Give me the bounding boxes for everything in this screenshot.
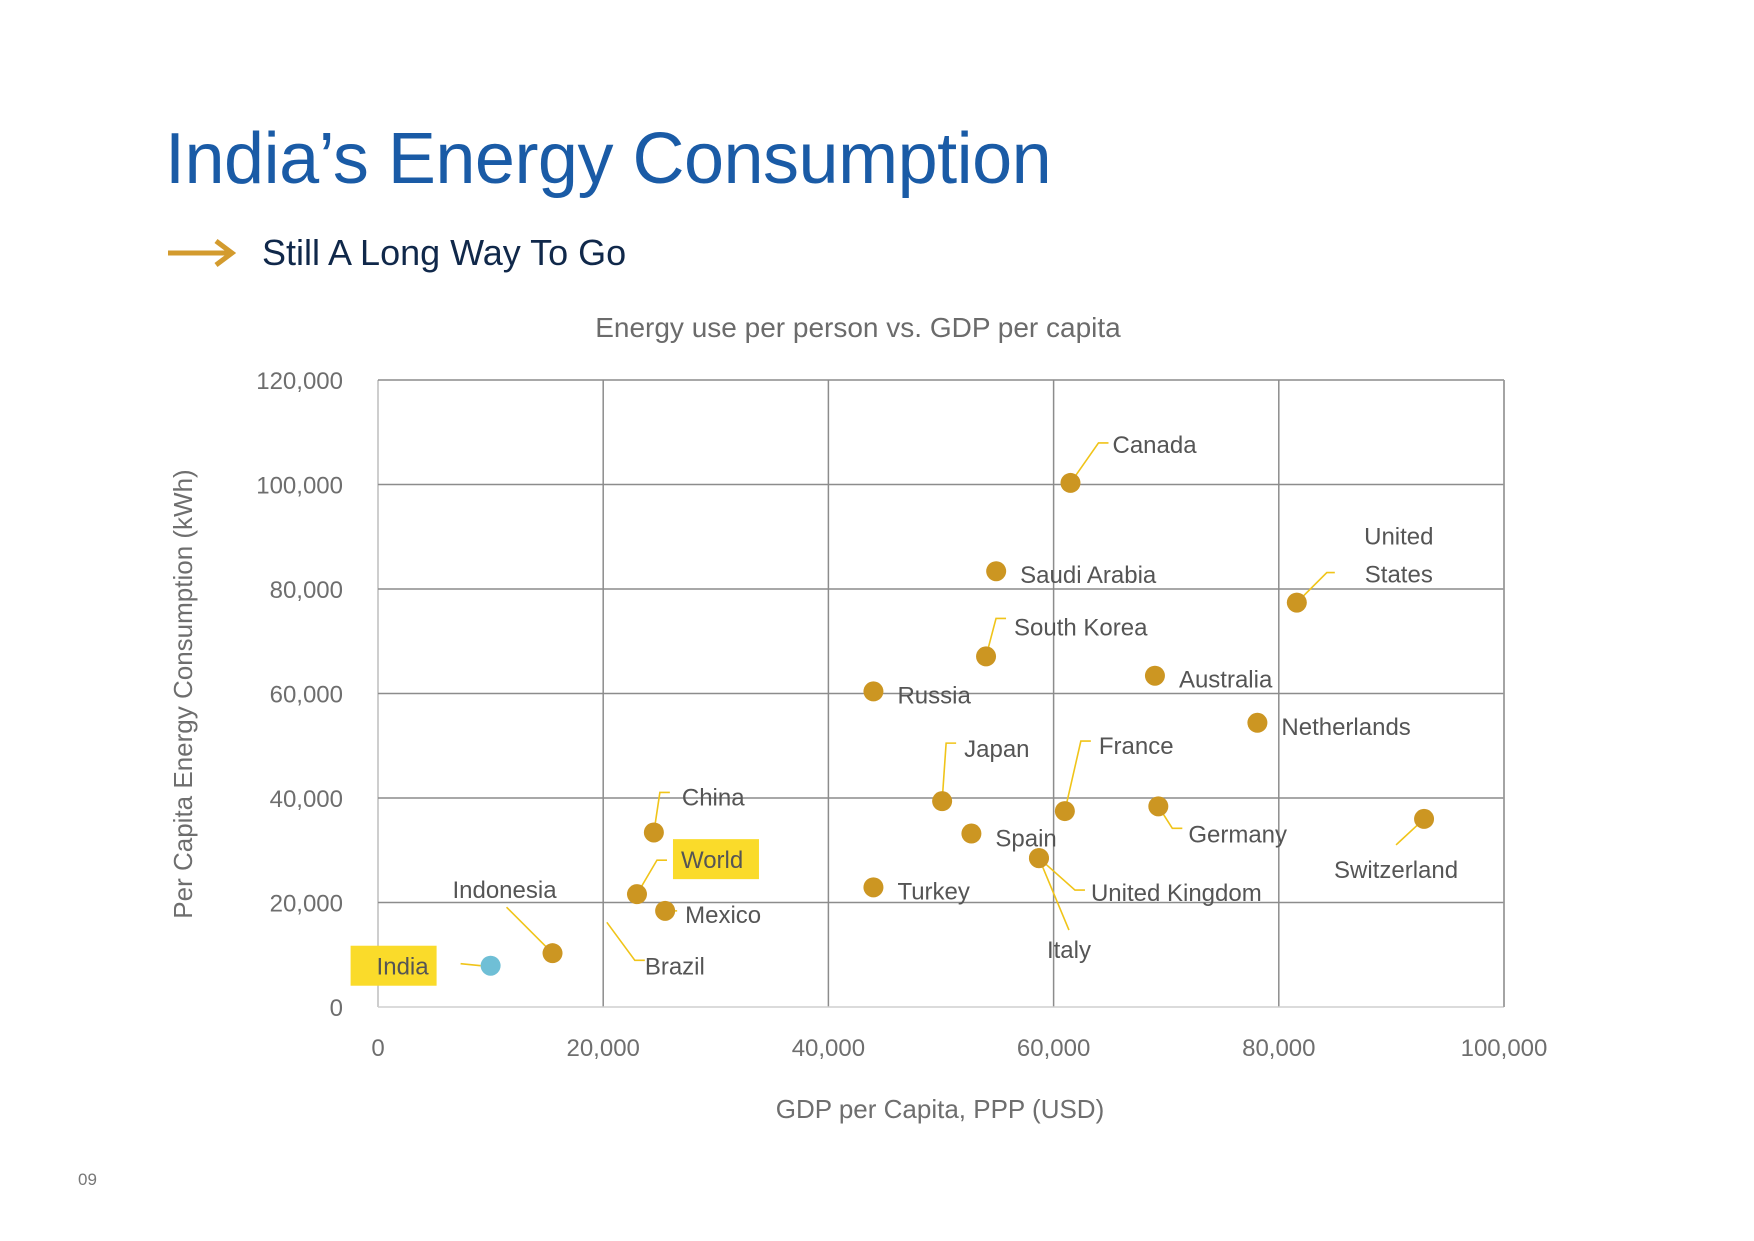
leader-line-japan [941, 742, 957, 802]
page-number: 09 [78, 1170, 97, 1189]
data-point-united-states [1286, 592, 1307, 613]
x-tick-label: 20,000 [566, 1035, 639, 1062]
y-axis-label: Per Capita Energy Consumption (kWh) [168, 469, 198, 918]
highlight-box-india [350, 945, 437, 986]
y-tick-label: 120,000 [256, 368, 343, 395]
subtitle-row: Still A Long Way To Go [168, 232, 626, 274]
data-point-france [1054, 801, 1075, 822]
slide-subtitle: Still A Long Way To Go [262, 232, 627, 273]
data-label-world: World [681, 847, 743, 874]
data-label-turkey: Turkey [897, 878, 969, 905]
leader-line-united-states [1296, 571, 1335, 604]
leader-line-south-korea [985, 617, 1007, 657]
data-point-india [480, 955, 501, 976]
x-tick-label: 60,000 [1017, 1035, 1090, 1062]
data-label-united-states-line1: United [1364, 524, 1433, 551]
y-tick-label: 100,000 [256, 473, 343, 500]
leader-line-china [653, 791, 670, 833]
data-label-canada: Canada [1112, 432, 1197, 459]
data-point-russia [863, 681, 884, 702]
leader-line-canada [1069, 442, 1109, 484]
data-label-united-states-line2: States [1365, 562, 1433, 589]
data-point-australia [1144, 665, 1165, 686]
data-point-canada [1060, 472, 1081, 493]
data-label-france: France [1099, 733, 1174, 760]
slide-title: India’s Energy Consumption [165, 119, 1052, 199]
y-tick-label: 20,000 [270, 891, 343, 918]
x-tick-label: 40,000 [792, 1035, 865, 1062]
leader-line-world [636, 859, 667, 895]
y-axis-ticks: 0 20,000 40,000 60,000 80,000 100,000 120,000 [256, 368, 343, 1022]
data-label-south-korea: South Korea [1014, 614, 1148, 641]
y-tick-label: 40,000 [270, 786, 343, 813]
data-label-netherlands: Netherlands [1281, 714, 1410, 741]
grid-lines [377, 379, 1505, 1008]
data-label-russia: Russia [897, 682, 971, 709]
y-tick-label: 60,000 [270, 682, 343, 709]
leader-line-india [460, 962, 481, 967]
y-tick-label: 0 [330, 995, 343, 1022]
x-axis-ticks: 0 20,000 40,000 60,000 80,000 100,000 [371, 1035, 1547, 1062]
data-label-germany: Germany [1188, 821, 1287, 848]
data-point-world [626, 884, 647, 905]
highlight-box-world [672, 839, 759, 880]
data-point-united-kingdom [1028, 848, 1049, 869]
x-tick-label: 0 [371, 1035, 384, 1062]
data-label-indonesia: Indonesia [452, 877, 557, 904]
data-point-turkey [863, 877, 884, 898]
leader-line-italy [1038, 857, 1070, 931]
x-tick-label: 80,000 [1242, 1035, 1315, 1062]
data-label-united-kingdom: United Kingdom [1091, 880, 1262, 907]
data-point-germany [1148, 796, 1169, 817]
data-label-india: India [377, 954, 430, 981]
data-points [480, 472, 1435, 976]
data-label-china: China [682, 784, 745, 811]
data-point-spain [961, 823, 982, 844]
data-point-south-korea [976, 646, 997, 667]
data-point-netherlands [1247, 712, 1268, 733]
data-labels: India Indonesia World China Mexico Brazil Russ… [350, 432, 1458, 986]
data-point-china [643, 822, 664, 843]
y-tick-label: 80,000 [270, 577, 343, 604]
data-label-saudi-arabia: Saudi Arabia [1020, 562, 1157, 589]
right-arrow-icon [168, 239, 236, 267]
data-point-indonesia [542, 943, 563, 964]
data-label-mexico: Mexico [685, 902, 761, 929]
data-label-brazil: Brazil [645, 953, 705, 980]
data-point-mexico [655, 900, 676, 921]
leader-line-france [1064, 740, 1091, 812]
chart-title: Energy use per person vs. GDP per capita [595, 312, 1121, 343]
data-point-saudi-arabia [986, 561, 1007, 582]
data-point-switzerland [1414, 808, 1435, 829]
x-tick-label: 100,000 [1461, 1035, 1548, 1062]
data-label-switzerland: Switzerland [1334, 857, 1458, 884]
x-axis-label: GDP per Capita, PPP (USD) [776, 1094, 1105, 1124]
leader-line-brazil [606, 921, 645, 962]
data-label-japan: Japan [964, 736, 1029, 763]
data-label-spain: Spain [995, 826, 1056, 853]
leader-line-united-kingdom [1038, 857, 1085, 891]
data-label-italy: Italy [1047, 937, 1091, 964]
leader-line-indonesia [505, 906, 554, 954]
data-label-australia: Australia [1179, 667, 1273, 694]
data-point-japan [932, 791, 953, 812]
